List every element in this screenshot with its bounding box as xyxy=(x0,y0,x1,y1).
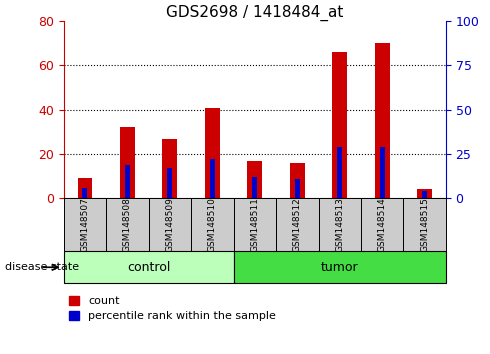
Bar xyxy=(167,168,172,198)
Bar xyxy=(375,44,390,198)
Text: GSM148515: GSM148515 xyxy=(420,197,429,252)
Bar xyxy=(77,178,93,198)
Bar xyxy=(210,159,215,198)
Bar xyxy=(82,188,88,198)
Bar xyxy=(294,179,300,198)
Text: GSM148509: GSM148509 xyxy=(165,197,174,252)
Bar xyxy=(64,198,106,251)
Bar xyxy=(332,52,347,198)
Text: GSM148508: GSM148508 xyxy=(123,197,132,252)
Bar xyxy=(247,161,262,198)
Bar xyxy=(120,127,135,198)
Text: GSM148513: GSM148513 xyxy=(335,197,344,252)
Bar xyxy=(276,198,318,251)
Bar xyxy=(422,191,427,198)
Text: control: control xyxy=(127,261,171,274)
Bar xyxy=(337,147,343,198)
Bar xyxy=(163,138,177,198)
Text: tumor: tumor xyxy=(321,261,359,274)
Text: GSM148511: GSM148511 xyxy=(250,197,259,252)
Bar xyxy=(417,189,432,198)
Bar xyxy=(148,198,191,251)
Bar xyxy=(234,251,446,283)
Bar xyxy=(403,198,446,251)
Bar xyxy=(252,177,257,198)
Text: GSM148510: GSM148510 xyxy=(208,197,217,252)
Text: GSM148512: GSM148512 xyxy=(293,198,302,252)
Bar xyxy=(234,198,276,251)
Text: GSM148514: GSM148514 xyxy=(378,198,387,252)
Bar xyxy=(106,198,148,251)
Bar xyxy=(64,251,234,283)
Bar xyxy=(205,108,220,198)
Bar xyxy=(125,165,130,198)
Text: GSM148507: GSM148507 xyxy=(80,197,90,252)
Legend: count, percentile rank within the sample: count, percentile rank within the sample xyxy=(69,296,276,321)
Bar xyxy=(290,163,305,198)
Bar xyxy=(380,147,385,198)
Bar xyxy=(361,198,403,251)
Text: disease state: disease state xyxy=(5,262,79,272)
Bar xyxy=(191,198,234,251)
Title: GDS2698 / 1418484_at: GDS2698 / 1418484_at xyxy=(166,5,343,21)
Bar xyxy=(318,198,361,251)
